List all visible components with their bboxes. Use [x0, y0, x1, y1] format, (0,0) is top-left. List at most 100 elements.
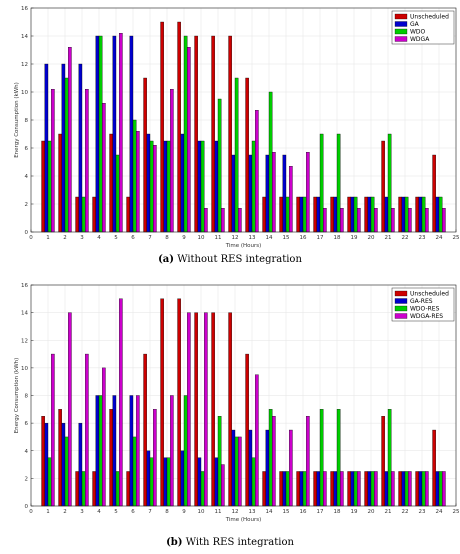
bar: [78, 63, 83, 233]
bar: [418, 471, 423, 507]
bar: [211, 35, 215, 233]
bar: [115, 471, 120, 507]
bar: [44, 63, 49, 233]
bar: [163, 457, 168, 507]
bar: [136, 395, 140, 507]
x-tick-label: 20: [368, 235, 375, 241]
x-tick-label: 25: [453, 235, 460, 241]
y-axis-label: Energy Consumption (kWh): [14, 82, 20, 158]
y-tick-label: 8: [25, 394, 29, 400]
bar: [51, 89, 55, 233]
bar: [98, 35, 103, 233]
bar: [319, 409, 324, 507]
x-tick-label: 15: [283, 235, 290, 241]
bar: [306, 152, 310, 233]
bar: [194, 312, 198, 507]
bar: [143, 353, 147, 507]
bar: [163, 140, 168, 233]
x-tick-label: 17: [317, 235, 324, 241]
bar: [245, 353, 249, 507]
bar: [61, 63, 66, 233]
x-tick-label: 8: [165, 235, 169, 241]
bar: [353, 471, 358, 507]
bar: [146, 450, 151, 507]
bar: [333, 196, 338, 233]
bar: [268, 91, 273, 233]
bar: [299, 471, 304, 507]
bar: [384, 196, 389, 233]
bar: [357, 208, 361, 233]
bar: [64, 436, 69, 507]
bar: [302, 471, 307, 507]
bar: [313, 471, 317, 507]
y-tick-label: 10: [21, 366, 28, 372]
bar: [404, 196, 409, 233]
bar: [217, 98, 222, 233]
bar: [200, 471, 205, 507]
bar: [296, 471, 300, 507]
bar: [364, 471, 368, 507]
bar: [279, 196, 283, 233]
bar: [401, 471, 406, 507]
bar: [98, 395, 103, 507]
bar: [340, 208, 344, 233]
bar: [282, 154, 287, 233]
x-tick-label: 25: [453, 509, 460, 515]
bar: [272, 152, 276, 233]
bar: [197, 140, 202, 233]
x-tick-label: 17: [317, 509, 324, 515]
bar: [268, 409, 273, 507]
y-tick-label: 4: [25, 174, 29, 180]
bar: [81, 471, 86, 507]
bar: [115, 154, 120, 233]
bar: [85, 89, 89, 233]
bar: [44, 422, 49, 507]
caption-text: With RES integration: [186, 537, 295, 548]
bar: [75, 471, 79, 507]
bar: [119, 298, 123, 507]
y-tick-label: 12: [21, 338, 28, 344]
bar: [404, 471, 409, 507]
x-tick-label: 7: [148, 235, 152, 241]
x-tick-label: 4: [97, 235, 101, 241]
chart-b: 0 1 2 3 4 5 6 7 8 9 10 11 12 13 14 15 16 17 18 19 20 21 22 23 24…: [14, 283, 460, 548]
bar: [323, 208, 327, 233]
bar: [442, 471, 446, 507]
bar: [166, 140, 171, 233]
bar: [435, 196, 440, 233]
bar: [357, 471, 361, 507]
bar: [92, 196, 96, 233]
bar: [177, 21, 181, 233]
bar: [214, 457, 219, 507]
bar: [197, 457, 202, 507]
legend-swatch: [394, 313, 408, 319]
y-tick-label: 6: [25, 421, 29, 427]
x-tick-label: 10: [198, 235, 205, 241]
bar: [306, 416, 310, 507]
bar: [391, 471, 395, 507]
x-tick-label: 3: [80, 235, 84, 241]
y-tick-label: 2: [25, 476, 29, 482]
bar: [367, 196, 372, 233]
bar: [387, 133, 392, 233]
bar: [47, 140, 52, 233]
bar: [364, 196, 368, 233]
bar: [129, 35, 134, 233]
x-tick-label: 22: [402, 235, 409, 241]
bar: [231, 429, 236, 507]
bar: [425, 208, 429, 233]
bar: [350, 196, 355, 233]
bar: [214, 140, 219, 233]
bar: [160, 21, 164, 233]
bar: [319, 133, 324, 233]
bar: [183, 35, 188, 233]
bar: [102, 103, 106, 233]
legend-swatch: [394, 305, 408, 312]
bar: [340, 471, 344, 507]
bar: [425, 471, 429, 507]
bar: [415, 471, 419, 507]
bar: [245, 77, 249, 233]
